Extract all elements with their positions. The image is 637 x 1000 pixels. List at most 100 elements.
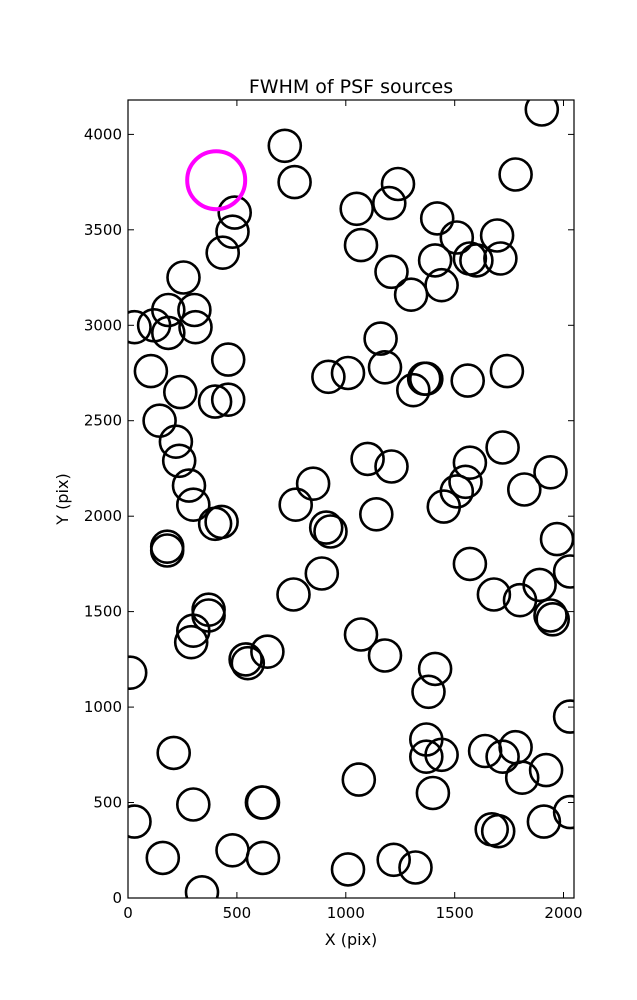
source-point [276,577,311,612]
source-point [504,760,540,796]
scatter-marks [128,100,574,898]
source-point [343,227,379,263]
source-point [341,762,377,797]
source-point [304,556,340,591]
source-point [419,201,455,236]
source-point [142,403,177,439]
source-point [278,487,314,523]
source-point [522,567,557,603]
source-point [178,309,213,345]
x-tick-label: 2000 [544,904,582,922]
source-point [371,185,407,221]
x-tick-label: 0 [123,904,133,922]
source-point [197,384,233,419]
source-point [133,353,169,389]
source-point [524,100,560,127]
source-point [230,645,266,681]
y-tick-label: 1000 [84,698,122,716]
source-point [308,510,344,545]
source-point [417,243,453,278]
source-point [295,466,331,502]
x-axis-label: X (pix) [325,930,378,949]
source-point [380,166,416,202]
y-tick-label: 3500 [84,221,122,239]
source-point [128,804,152,839]
source-point [215,214,250,249]
source-point [205,235,240,270]
source-point [210,382,246,418]
y-tick-label: 0 [112,889,122,907]
source-point [177,292,212,328]
source-point [479,218,515,253]
source-point [184,875,220,898]
source-point [552,794,574,830]
source-point [528,752,564,788]
source-point [526,804,562,839]
source-point [452,546,488,582]
source-point [176,787,211,822]
source-point [374,449,409,484]
source-point [158,424,194,460]
highlighted-source-point [185,149,248,212]
source-point [480,813,516,849]
source-point [176,613,211,649]
source-point [171,468,207,503]
source-point [417,651,453,687]
source-point [151,292,186,328]
y-axis-label: Y (pix) [53,473,72,525]
y-tick-label: 2500 [84,412,122,430]
source-point [408,361,444,397]
source-point [483,241,518,276]
source-point [350,441,385,477]
source-point [173,624,209,660]
source-point [415,775,451,811]
source-point [376,842,412,878]
source-point [367,349,403,385]
source-point [408,739,444,775]
source-point [374,254,409,290]
source-point [452,445,488,481]
source-point [439,220,475,255]
source-point [535,601,571,637]
y-tick-label: 2000 [84,507,122,525]
x-tick-label: 500 [223,904,252,922]
source-point [228,642,263,677]
source-point [485,739,520,775]
source-point [411,674,446,710]
source-point [489,353,525,389]
source-point [552,699,574,734]
plot-frame [127,99,575,899]
source-point [267,128,303,164]
source-point [450,363,486,398]
source-point [128,655,148,690]
source-point [161,443,197,479]
source-point [459,243,494,278]
source-point [210,342,246,377]
source-point [250,634,285,670]
source-point [245,840,281,876]
y-tick-label: 1500 [84,603,122,621]
source-point [245,785,281,820]
axis-ticks: 0 500 1000 1500 2000 0 500 1000 1500 2000 2500 3000… [84,100,583,922]
x-tick-label: 1500 [436,904,474,922]
source-point [398,850,433,885]
source-point [552,554,574,589]
source-point [215,832,250,868]
source-point [163,374,198,410]
y-tick-label: 3000 [84,316,122,334]
source-point [506,472,542,507]
source-point [313,514,348,549]
chart-title: FWHM of PSF sources [249,76,453,98]
source-point [474,811,510,847]
source-point [367,638,403,673]
source-point [330,852,366,887]
source-point [498,157,533,192]
y-tick-label: 500 [93,794,122,812]
x-tick-label: 1000 [327,904,365,922]
source-point [426,489,462,524]
source-point [151,315,186,351]
source-point [176,487,211,523]
source-point [166,260,201,295]
source-point [476,577,512,612]
source-point [149,533,185,568]
